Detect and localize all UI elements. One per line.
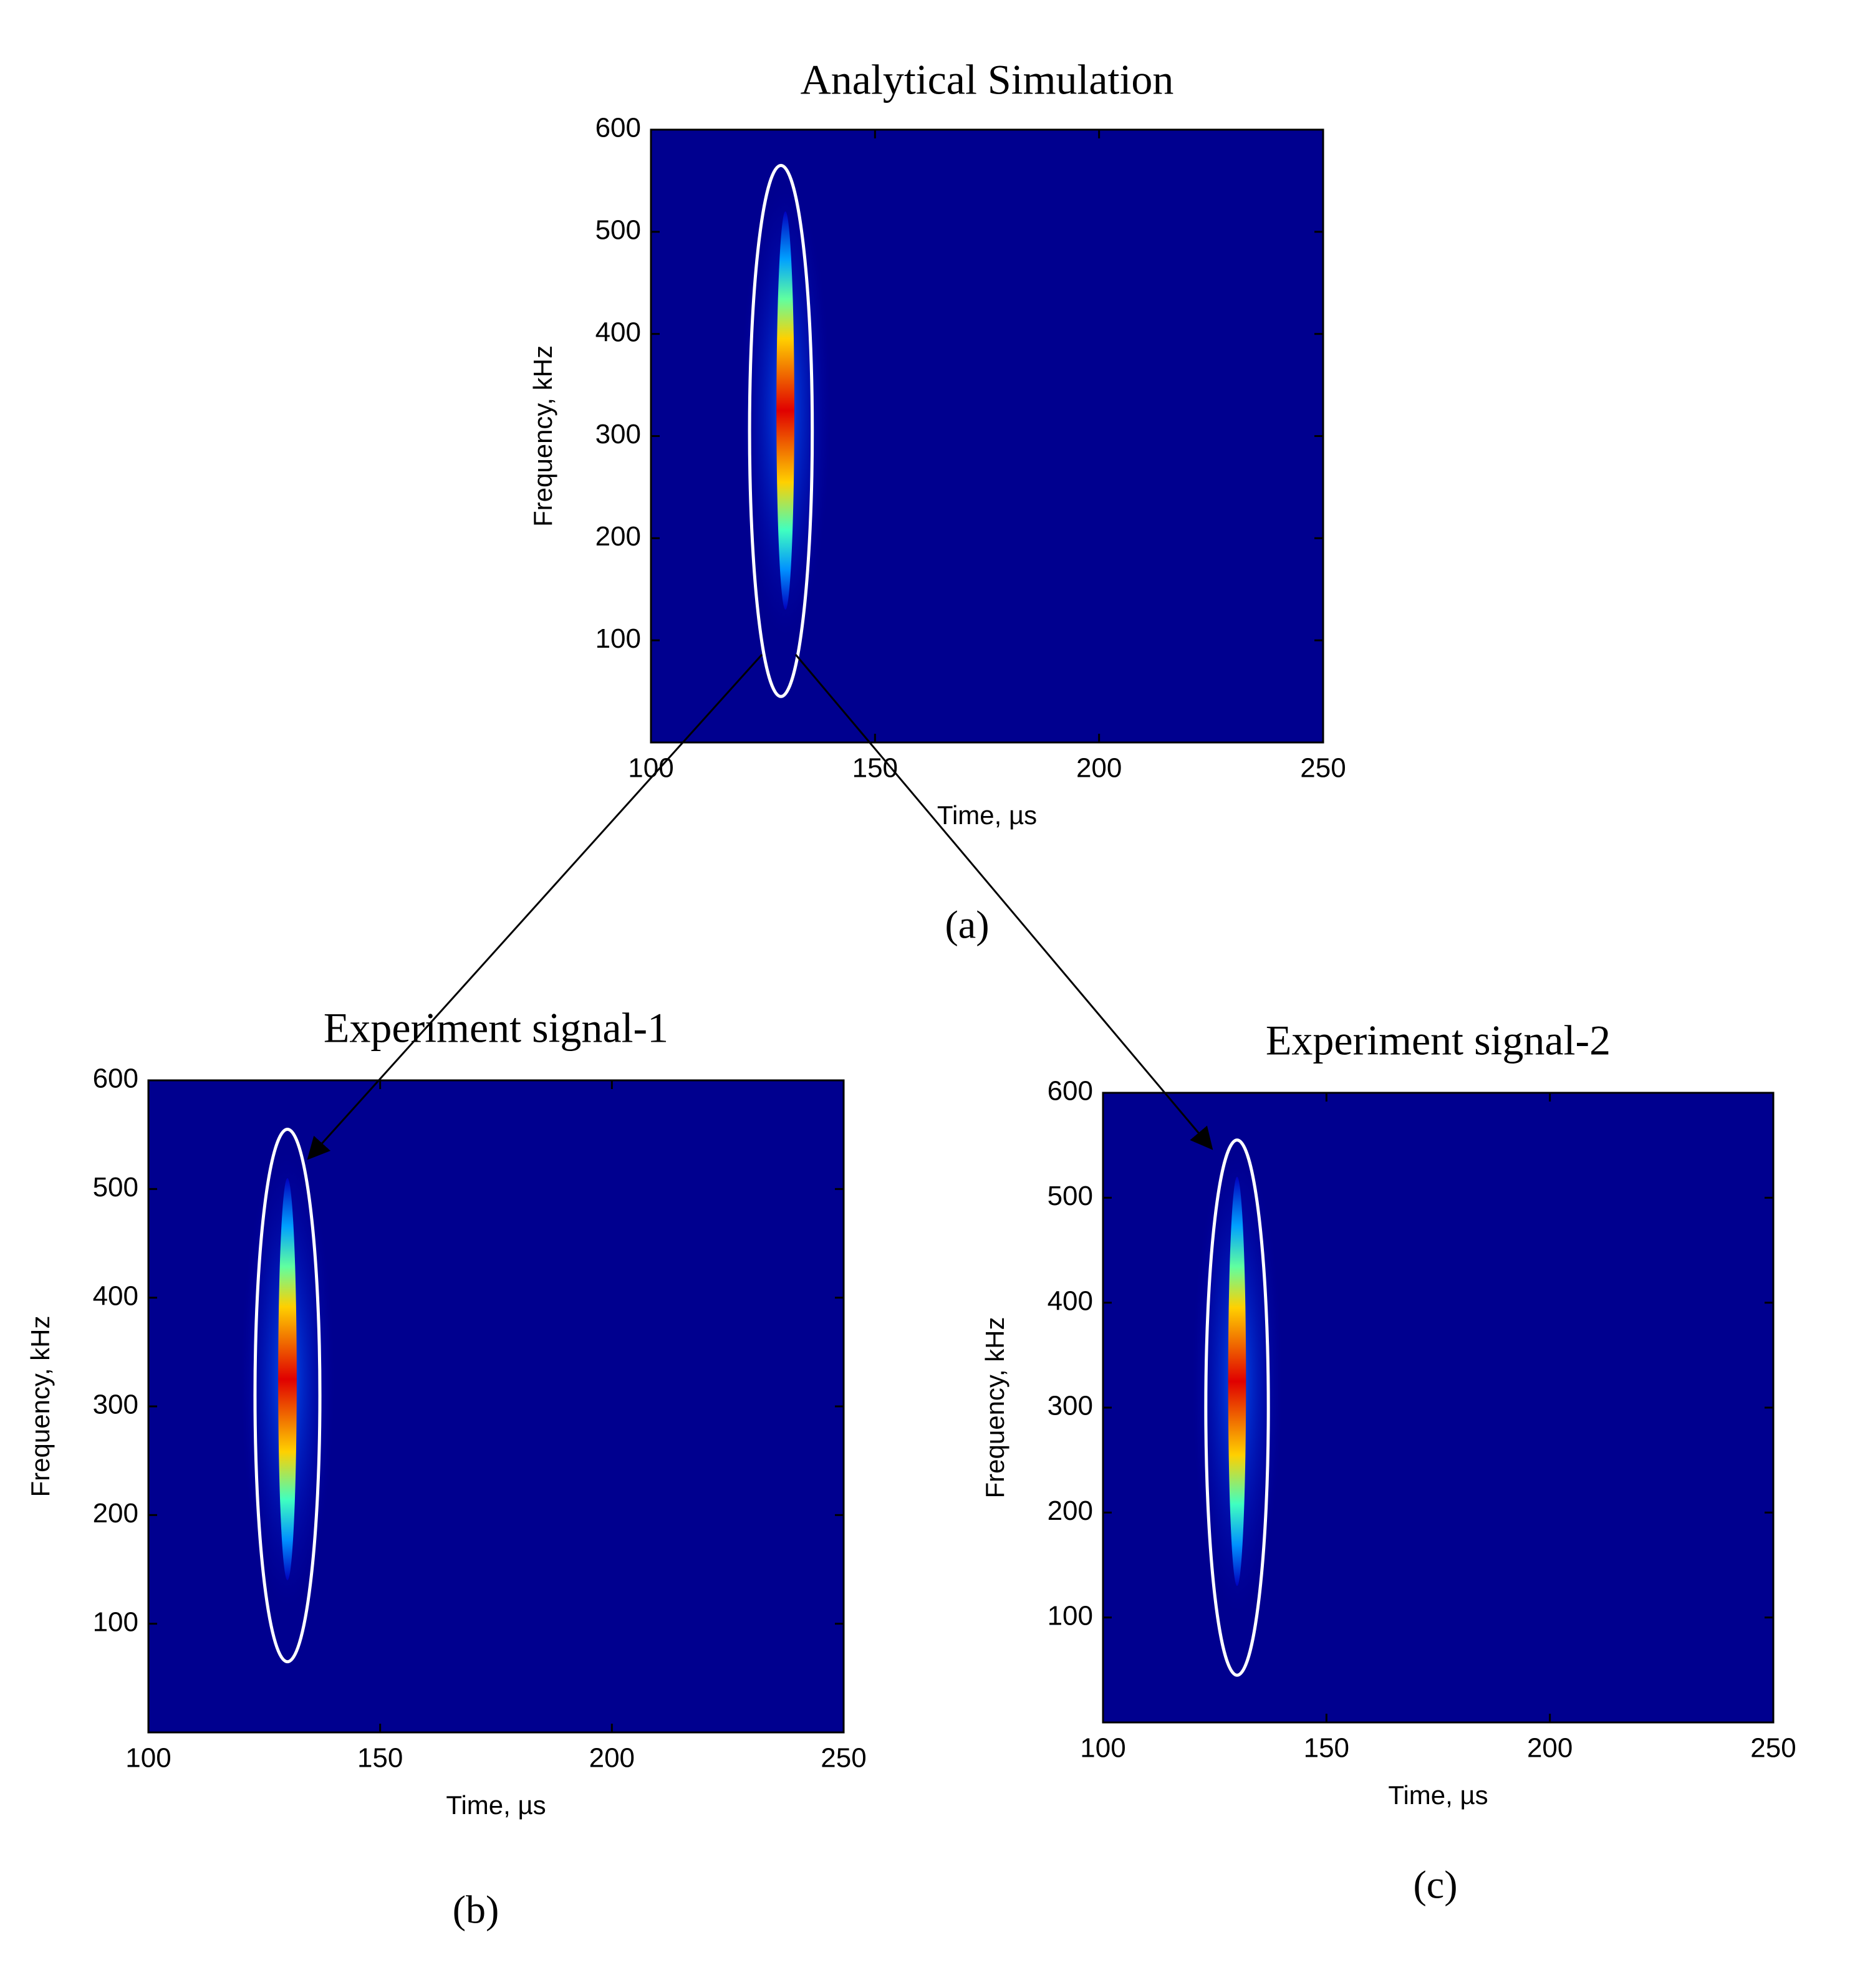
y-tick-label: 400 (93, 1280, 138, 1311)
x-tick-label: 200 (589, 1743, 635, 1774)
x-tick-label: 150 (357, 1743, 403, 1774)
y-tick-label: 100 (595, 623, 641, 654)
y-tick-label: 600 (595, 113, 641, 143)
chart-title: Experiment signal-2 (1266, 1017, 1611, 1064)
y-tick-label: 300 (93, 1390, 138, 1420)
x-tick-label: 200 (1527, 1733, 1573, 1764)
x-tick-label: 100 (1080, 1733, 1125, 1764)
y-tick-label: 500 (1048, 1181, 1093, 1211)
y-tick-label: 400 (595, 317, 641, 347)
y-tick-label: 200 (93, 1498, 138, 1529)
x-tick-label: 250 (1750, 1733, 1796, 1764)
chart-title: Analytical Simulation (801, 56, 1174, 103)
caption: (a) (945, 903, 989, 947)
chart-title: Experiment signal-1 (324, 1004, 668, 1052)
y-tick-label: 400 (1048, 1285, 1093, 1316)
highlight-ellipse (1204, 1138, 1270, 1677)
highlight-ellipse (748, 163, 814, 698)
x-axis-label: Time, µs (1388, 1780, 1488, 1810)
y-axis-label: Frequency, kHz (980, 1317, 1009, 1499)
x-axis-label: Time, µs (446, 1790, 546, 1820)
x-tick-label: 200 (1076, 753, 1122, 784)
y-tick-label: 500 (595, 214, 641, 245)
caption: (c) (1413, 1863, 1457, 1907)
caption: (b) (453, 1888, 499, 1932)
energy-ridge (776, 211, 794, 610)
y-tick-label: 100 (1048, 1600, 1093, 1631)
arrows (307, 653, 1213, 1160)
arrow (794, 654, 1213, 1150)
y-tick-label: 200 (1048, 1496, 1093, 1526)
arrow (307, 653, 763, 1160)
y-axis-label: Frequency, kHz (26, 1316, 55, 1497)
y-tick-label: 600 (93, 1064, 138, 1094)
y-tick-label: 600 (1048, 1076, 1093, 1107)
y-tick-label: 200 (595, 521, 641, 552)
highlight-ellipse (253, 1127, 322, 1664)
x-tick-label: 250 (1300, 753, 1346, 784)
energy-ridge (1228, 1176, 1246, 1587)
x-tick-label: 100 (125, 1743, 171, 1774)
y-tick-label: 300 (1048, 1391, 1093, 1421)
energy-ridge (278, 1178, 297, 1580)
x-tick-label: 150 (1304, 1733, 1349, 1764)
x-tick-label: 250 (821, 1743, 866, 1774)
y-tick-label: 500 (93, 1172, 138, 1203)
y-tick-label: 300 (595, 419, 641, 449)
y-tick-label: 100 (93, 1606, 138, 1637)
x-axis-label: Time, µs (937, 800, 1037, 830)
y-axis-label: Frequency, kHz (528, 345, 557, 527)
